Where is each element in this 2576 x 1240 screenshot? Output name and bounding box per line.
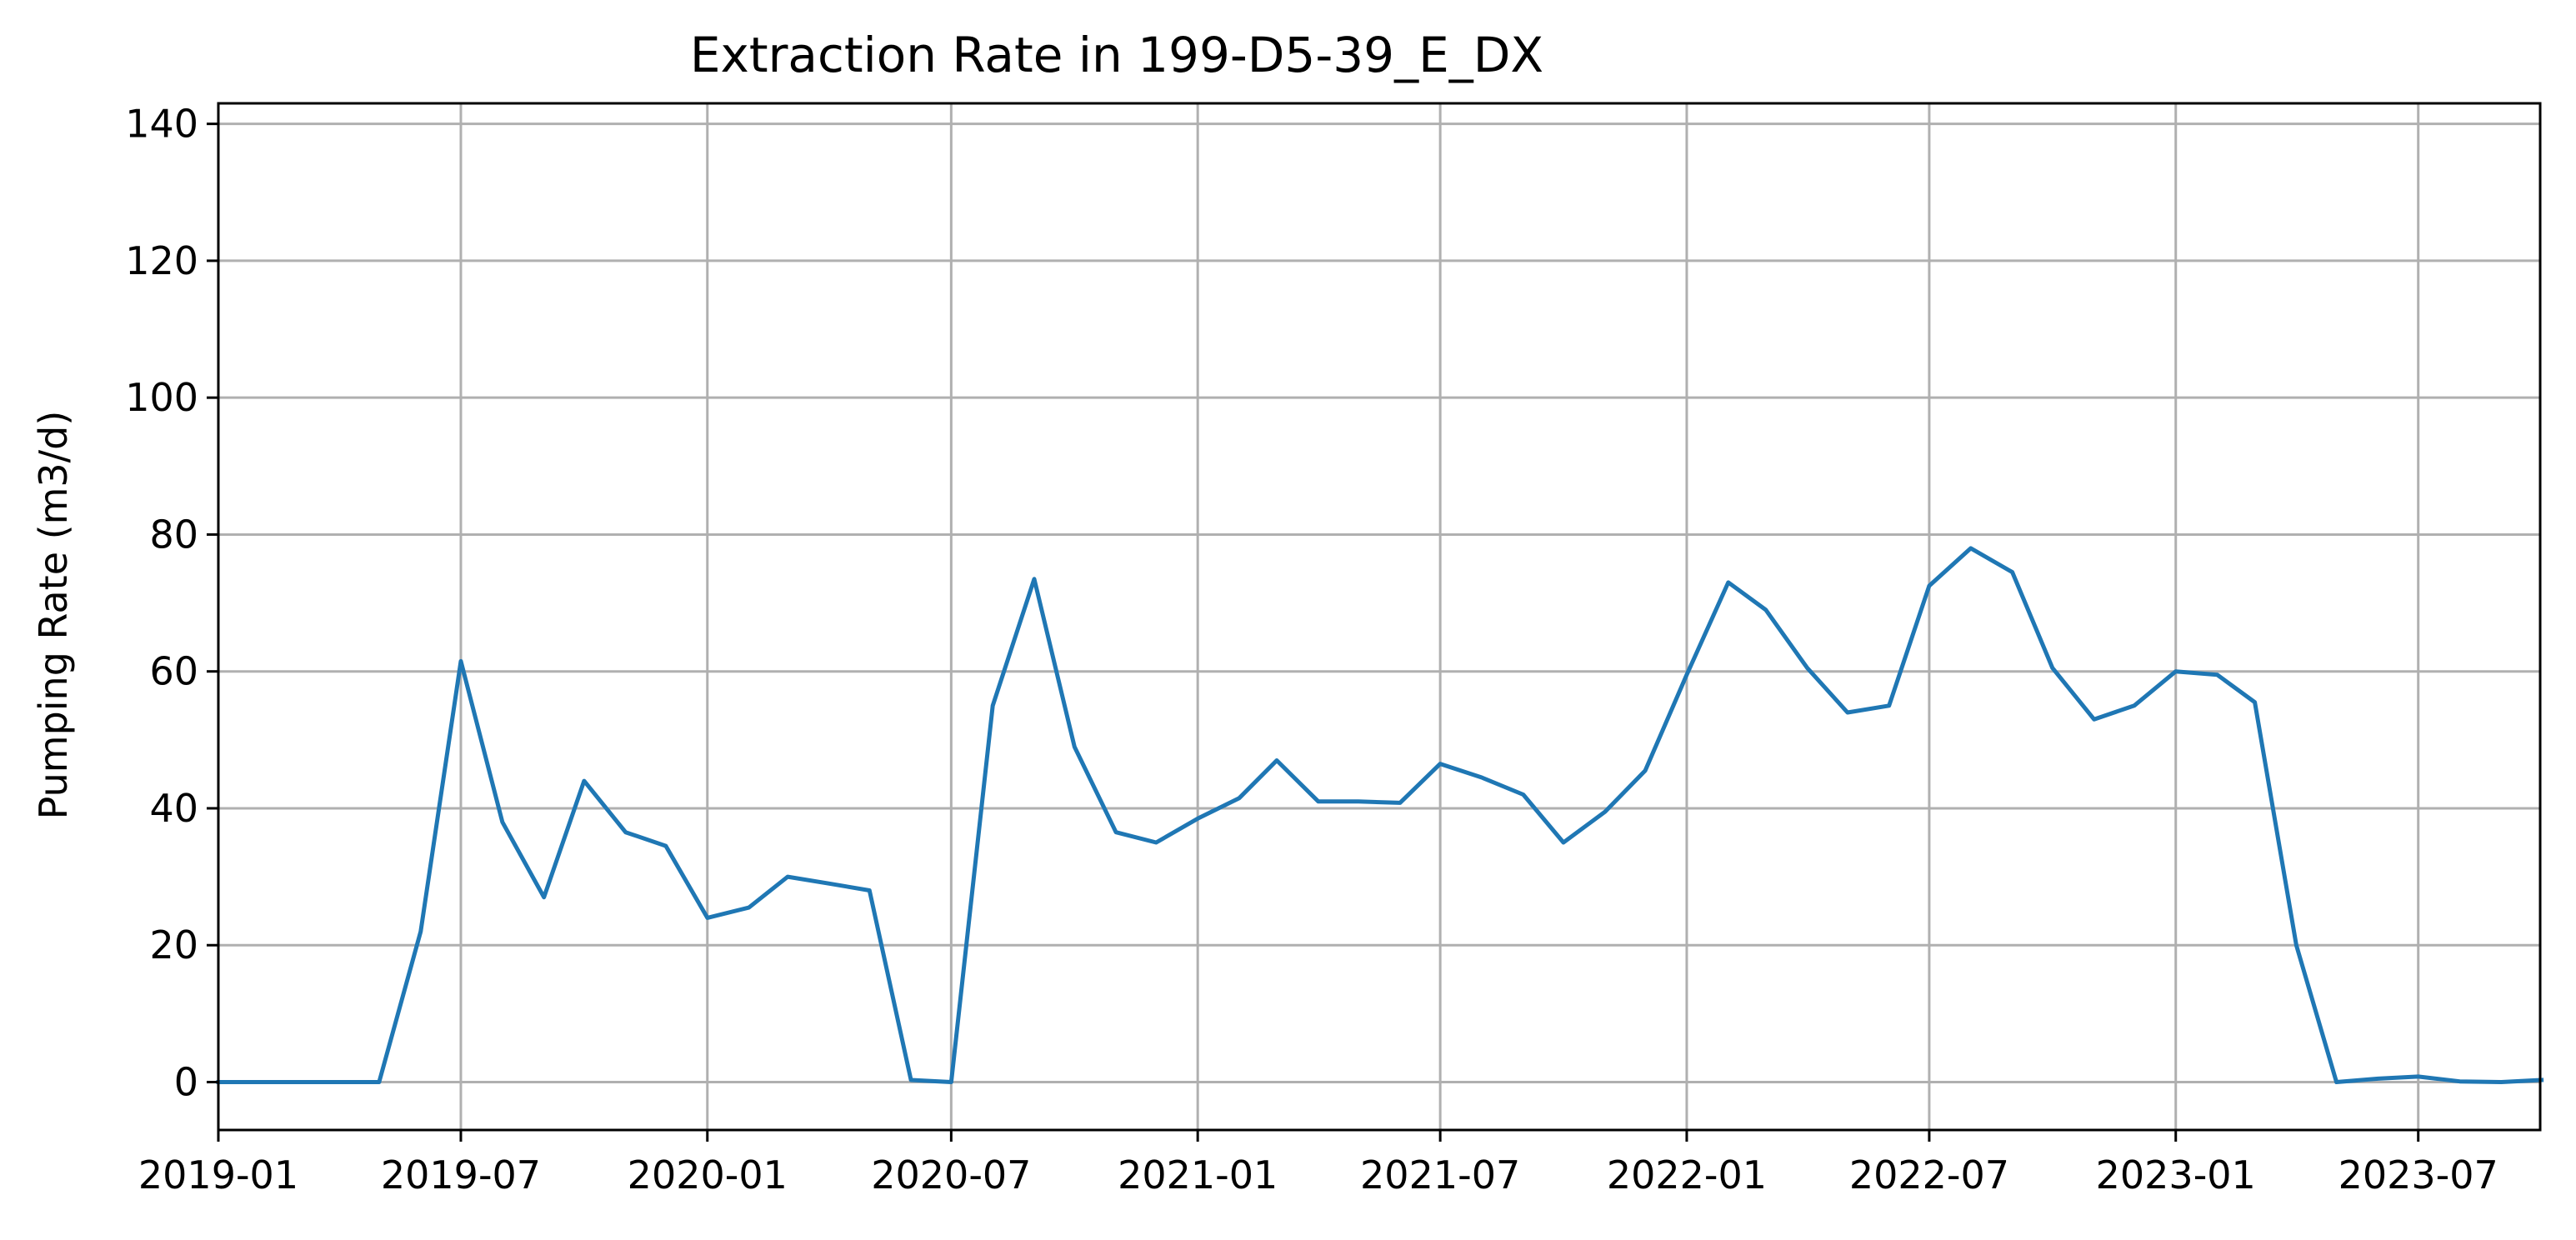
y-tick-label: 60 — [149, 649, 198, 694]
x-tick-label: 2021-01 — [1118, 1152, 1278, 1198]
x-tick-label: 2021-07 — [1360, 1152, 1520, 1198]
y-tick-label: 80 — [149, 512, 198, 557]
x-axis: 2019-01 2019-07 2020-01 2020-07 2021-01 2021-… — [138, 1130, 2498, 1198]
x-tick-label: 2019-07 — [381, 1152, 541, 1198]
x-tick-label: 2019-01 — [138, 1152, 298, 1198]
y-tick-label: 20 — [149, 922, 198, 968]
x-tick-label: 2022-07 — [1849, 1152, 2009, 1198]
y-tick-label: 100 — [125, 375, 198, 420]
y-tick-label: 120 — [125, 238, 198, 283]
x-tick-label: 2023-07 — [2338, 1152, 2498, 1198]
plot-frame — [217, 102, 2542, 1132]
series-line — [216, 546, 2544, 1084]
x-tick-label: 2023-01 — [2096, 1152, 2256, 1198]
y-tick-label: 0 — [174, 1060, 198, 1105]
x-tick-label: 2020-01 — [628, 1152, 788, 1198]
y-axis: 0 20 40 60 80 100 120 140 — [125, 102, 218, 1105]
grid — [217, 103, 2540, 1130]
series-layer — [216, 546, 2544, 1084]
x-tick-label: 2022-01 — [1607, 1152, 1767, 1198]
y-tick-label: 140 — [125, 102, 198, 147]
chart-title: Extraction Rate in 199-D5-39_E_DX — [690, 27, 1543, 83]
y-axis-label: Pumping Rate (m3/d) — [31, 411, 76, 820]
y-tick-label: 40 — [149, 786, 198, 831]
x-tick-label: 2020-07 — [871, 1152, 1031, 1198]
